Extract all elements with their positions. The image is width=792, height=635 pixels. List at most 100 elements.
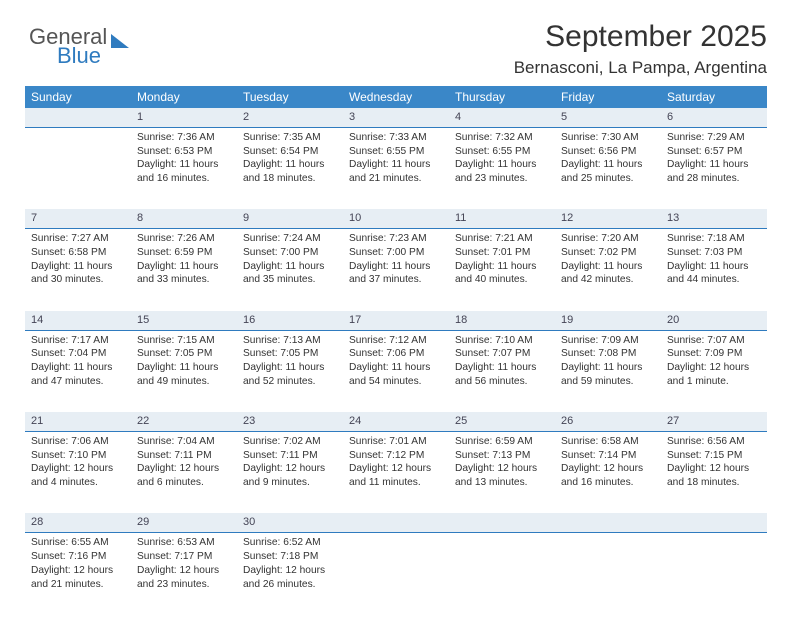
sunrise-text: Sunrise: 7:10 AM [455,334,549,348]
header: General Blue September 2025 Bernasconi, … [25,20,767,78]
daylight-text: Daylight: 12 hours and 1 minute. [667,361,761,389]
daylight-text: Daylight: 11 hours and 56 minutes. [455,361,549,389]
day-cell [449,533,555,615]
sunset-text: Sunset: 6:59 PM [137,246,231,260]
day-cell: Sunrise: 7:18 AMSunset: 7:03 PMDaylight:… [661,229,767,311]
daylight-text: Daylight: 12 hours and 26 minutes. [243,564,337,592]
day-cell: Sunrise: 7:01 AMSunset: 7:12 PMDaylight:… [343,431,449,513]
day-number-cell: 27 [661,412,767,431]
day-number-cell: 28 [25,513,131,532]
sunrise-text: Sunrise: 7:35 AM [243,131,337,145]
day-number-cell: 17 [343,311,449,330]
day-number-cell: 20 [661,311,767,330]
sunset-text: Sunset: 6:58 PM [31,246,125,260]
day-cell: Sunrise: 7:12 AMSunset: 7:06 PMDaylight:… [343,330,449,412]
sunset-text: Sunset: 6:56 PM [561,145,655,159]
sunset-text: Sunset: 7:16 PM [31,550,125,564]
day-cell: Sunrise: 7:07 AMSunset: 7:09 PMDaylight:… [661,330,767,412]
title-block: September 2025 Bernasconi, La Pampa, Arg… [514,20,767,78]
calendar-table: Sunday Monday Tuesday Wednesday Thursday… [25,86,767,615]
day-number-cell: 21 [25,412,131,431]
day-number-cell: 7 [25,209,131,228]
sunset-text: Sunset: 6:54 PM [243,145,337,159]
sunset-text: Sunset: 7:04 PM [31,347,125,361]
sunset-text: Sunset: 7:14 PM [561,449,655,463]
weekday-header: Wednesday [343,86,449,108]
sunset-text: Sunset: 7:00 PM [349,246,443,260]
daylight-text: Daylight: 11 hours and 33 minutes. [137,260,231,288]
day-cell: Sunrise: 6:55 AMSunset: 7:16 PMDaylight:… [25,533,131,615]
daylight-text: Daylight: 12 hours and 4 minutes. [31,462,125,490]
day-number-cell: 23 [237,412,343,431]
sunset-text: Sunset: 7:12 PM [349,449,443,463]
daylight-text: Daylight: 12 hours and 13 minutes. [455,462,549,490]
day-number-cell: 24 [343,412,449,431]
day-cell [25,127,131,209]
day-number-row: 14151617181920 [25,311,767,330]
day-cell: Sunrise: 7:20 AMSunset: 7:02 PMDaylight:… [555,229,661,311]
sunrise-text: Sunrise: 7:30 AM [561,131,655,145]
sunset-text: Sunset: 7:15 PM [667,449,761,463]
sunset-text: Sunset: 7:02 PM [561,246,655,260]
day-number-cell: 2 [237,108,343,127]
sunset-text: Sunset: 7:17 PM [137,550,231,564]
logo: General Blue [29,26,129,67]
day-cell: Sunrise: 6:52 AMSunset: 7:18 PMDaylight:… [237,533,343,615]
daylight-text: Daylight: 11 hours and 35 minutes. [243,260,337,288]
daylight-text: Daylight: 12 hours and 9 minutes. [243,462,337,490]
day-number-cell: 30 [237,513,343,532]
day-number-cell: 6 [661,108,767,127]
day-number-cell: 5 [555,108,661,127]
weekday-header-row: Sunday Monday Tuesday Wednesday Thursday… [25,86,767,108]
sunrise-text: Sunrise: 7:36 AM [137,131,231,145]
day-cell: Sunrise: 6:53 AMSunset: 7:17 PMDaylight:… [131,533,237,615]
sunset-text: Sunset: 7:05 PM [137,347,231,361]
daylight-text: Daylight: 12 hours and 6 minutes. [137,462,231,490]
sunrise-text: Sunrise: 7:26 AM [137,232,231,246]
sunrise-text: Sunrise: 7:04 AM [137,435,231,449]
day-content-row: Sunrise: 7:36 AMSunset: 6:53 PM Daylight:… [25,127,767,209]
sunrise-text: Sunrise: 7:12 AM [349,334,443,348]
day-content-row: Sunrise: 6:55 AMSunset: 7:16 PMDaylight:… [25,533,767,615]
sunrise-text: Sunrise: 7:02 AM [243,435,337,449]
sunset-text: Sunset: 6:53 PM [137,145,231,159]
sunset-text: Sunset: 7:05 PM [243,347,337,361]
weekday-header: Saturday [661,86,767,108]
day-cell: Sunrise: 7:02 AMSunset: 7:11 PMDaylight:… [237,431,343,513]
day-number-cell [555,513,661,532]
sunrise-text: Sunrise: 7:32 AM [455,131,549,145]
day-cell: Sunrise: 7:26 AMSunset: 6:59 PMDaylight:… [131,229,237,311]
sunset-text: Sunset: 7:00 PM [243,246,337,260]
sunrise-text: Sunrise: 7:09 AM [561,334,655,348]
day-number-row: 123456 [25,108,767,127]
daylight-text: Daylight: 11 hours and 25 minutes. [561,158,655,186]
day-cell: Sunrise: 7:10 AMSunset: 7:07 PMDaylight:… [449,330,555,412]
sunset-text: Sunset: 7:11 PM [137,449,231,463]
sunrise-text: Sunrise: 6:52 AM [243,536,337,550]
sunrise-text: Sunrise: 6:53 AM [137,536,231,550]
sunset-text: Sunset: 7:06 PM [349,347,443,361]
sunset-text: Sunset: 7:09 PM [667,347,761,361]
day-number-cell: 22 [131,412,237,431]
sunrise-text: Sunrise: 7:06 AM [31,435,125,449]
daylight-text: Daylight: 11 hours and 21 minutes. [349,158,443,186]
daylight-text: Daylight: 11 hours and 23 minutes. [455,158,549,186]
sunrise-text: Sunrise: 6:59 AM [455,435,549,449]
day-number-cell: 18 [449,311,555,330]
day-cell: Sunrise: 6:58 AMSunset: 7:14 PMDaylight:… [555,431,661,513]
day-cell: Sunrise: 7:24 AMSunset: 7:00 PMDaylight:… [237,229,343,311]
day-cell: Sunrise: 7:27 AMSunset: 6:58 PMDaylight:… [25,229,131,311]
day-number-cell [343,513,449,532]
weekday-header: Friday [555,86,661,108]
sunset-text: Sunset: 7:18 PM [243,550,337,564]
day-cell: Sunrise: 6:59 AMSunset: 7:13 PMDaylight:… [449,431,555,513]
day-number-cell: 10 [343,209,449,228]
day-number-cell: 9 [237,209,343,228]
day-number-cell: 15 [131,311,237,330]
day-number-row: 282930 [25,513,767,532]
location: Bernasconi, La Pampa, Argentina [514,58,767,78]
sunrise-text: Sunrise: 7:07 AM [667,334,761,348]
day-cell: Sunrise: 7:15 AMSunset: 7:05 PMDaylight:… [131,330,237,412]
day-number-cell: 12 [555,209,661,228]
month-title: September 2025 [514,20,767,54]
